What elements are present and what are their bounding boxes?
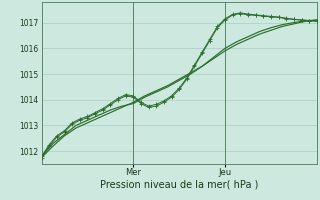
X-axis label: Pression niveau de la mer( hPa ): Pression niveau de la mer( hPa ) (100, 180, 258, 190)
